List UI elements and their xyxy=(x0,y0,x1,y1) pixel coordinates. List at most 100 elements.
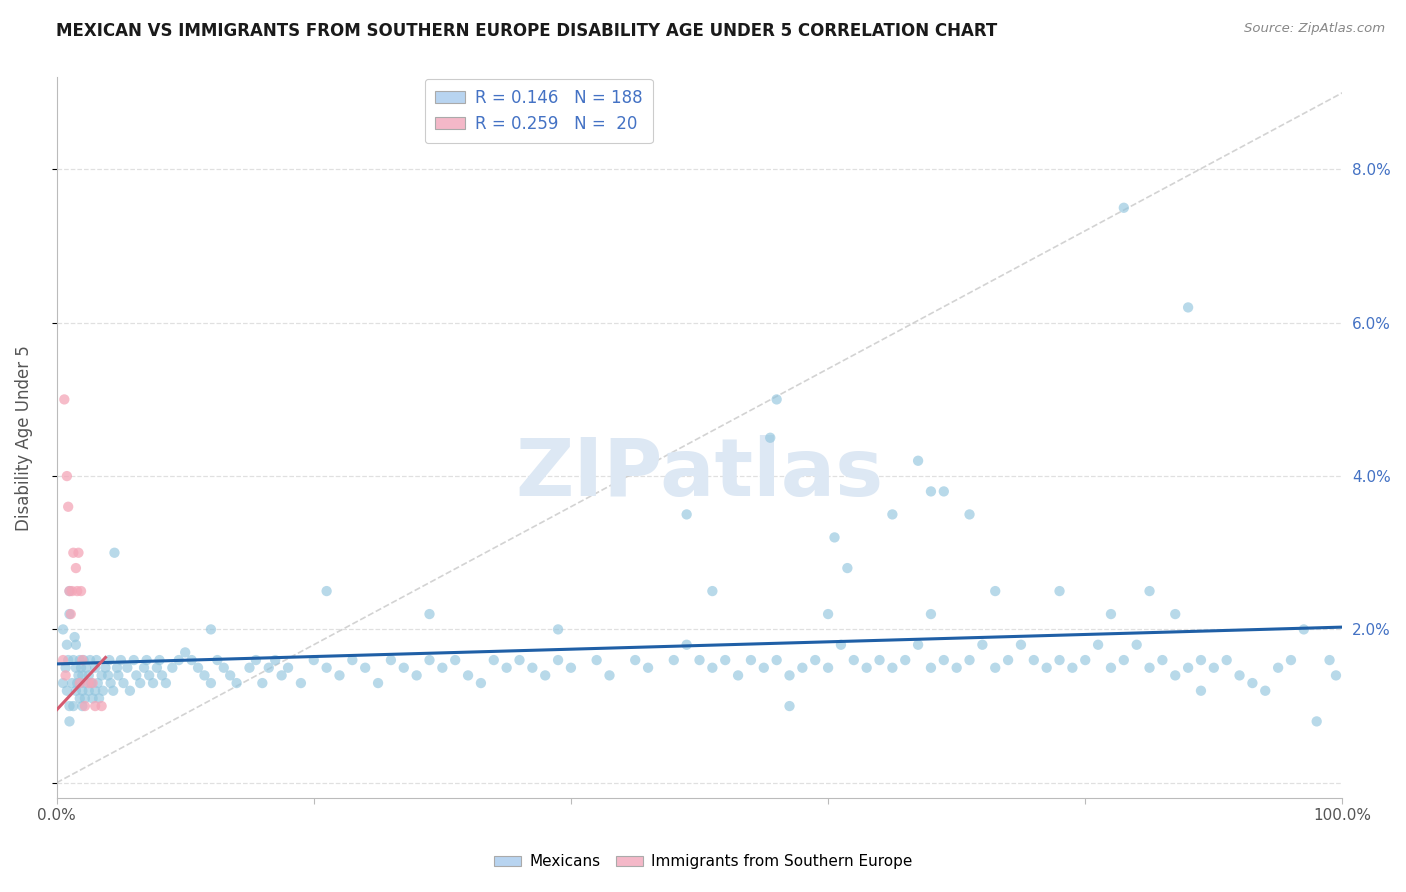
Point xyxy=(894,653,917,667)
Point xyxy=(920,484,942,499)
Point xyxy=(75,661,97,675)
Point xyxy=(148,653,170,667)
Point xyxy=(52,623,75,637)
Point xyxy=(837,561,859,575)
Point xyxy=(58,714,80,729)
Point xyxy=(1112,653,1135,667)
Point xyxy=(675,638,697,652)
Point xyxy=(72,653,94,667)
Point xyxy=(1319,653,1341,667)
Point xyxy=(1177,301,1199,315)
Point xyxy=(56,638,79,652)
Point xyxy=(1112,201,1135,215)
Point xyxy=(702,584,724,599)
Point xyxy=(418,607,440,621)
Point xyxy=(72,653,94,667)
Point xyxy=(62,653,84,667)
Point xyxy=(1152,653,1174,667)
Point xyxy=(56,683,79,698)
Point xyxy=(882,508,904,522)
Point xyxy=(727,668,749,682)
Point xyxy=(117,661,139,675)
Point xyxy=(418,653,440,667)
Point xyxy=(932,653,955,667)
Point xyxy=(84,699,107,714)
Point xyxy=(405,668,427,682)
Point xyxy=(180,653,202,667)
Point xyxy=(77,676,100,690)
Point xyxy=(257,661,280,675)
Point xyxy=(52,653,75,667)
Point xyxy=(80,676,103,690)
Point xyxy=(72,683,94,698)
Point xyxy=(270,668,292,682)
Point xyxy=(1099,661,1122,675)
Text: MEXICAN VS IMMIGRANTS FROM SOUTHERN EUROPE DISABILITY AGE UNDER 5 CORRELATION CH: MEXICAN VS IMMIGRANTS FROM SOUTHERN EURO… xyxy=(56,22,997,40)
Point xyxy=(932,484,955,499)
Point xyxy=(100,676,122,690)
Point xyxy=(1229,668,1251,682)
Point xyxy=(740,653,762,667)
Point xyxy=(547,653,569,667)
Point xyxy=(1202,661,1225,675)
Point xyxy=(66,676,89,690)
Point xyxy=(1279,653,1302,667)
Point xyxy=(53,392,76,407)
Point xyxy=(432,661,454,675)
Point xyxy=(79,653,101,667)
Point xyxy=(842,653,865,667)
Point xyxy=(984,661,1007,675)
Point xyxy=(69,676,91,690)
Text: ZIPatlas: ZIPatlas xyxy=(516,434,883,513)
Point xyxy=(110,653,132,667)
Point xyxy=(73,699,96,714)
Point xyxy=(65,638,87,652)
Point xyxy=(162,661,184,675)
Point xyxy=(1062,661,1084,675)
Point xyxy=(997,653,1019,667)
Point xyxy=(328,668,350,682)
Legend: R = 0.146   N = 188, R = 0.259   N =  20: R = 0.146 N = 188, R = 0.259 N = 20 xyxy=(425,78,652,143)
Point xyxy=(869,653,891,667)
Point xyxy=(56,469,79,483)
Point xyxy=(315,584,337,599)
Point xyxy=(193,668,215,682)
Point xyxy=(1099,607,1122,621)
Point xyxy=(142,676,165,690)
Point xyxy=(200,623,222,637)
Point xyxy=(118,683,141,698)
Point xyxy=(945,661,967,675)
Point xyxy=(585,653,607,667)
Point xyxy=(174,645,197,659)
Point xyxy=(508,653,530,667)
Point xyxy=(245,653,267,667)
Point xyxy=(984,584,1007,599)
Point xyxy=(342,653,364,667)
Point xyxy=(792,661,814,675)
Point xyxy=(689,653,711,667)
Point xyxy=(66,584,89,599)
Point xyxy=(82,676,104,690)
Point xyxy=(87,676,110,690)
Point xyxy=(1035,661,1057,675)
Point xyxy=(73,691,96,706)
Point xyxy=(59,607,82,621)
Point xyxy=(70,584,93,599)
Point xyxy=(1177,661,1199,675)
Point xyxy=(65,683,87,698)
Point xyxy=(135,653,157,667)
Point xyxy=(70,661,93,675)
Point xyxy=(1139,584,1161,599)
Point xyxy=(87,691,110,706)
Point xyxy=(94,661,117,675)
Point xyxy=(1254,683,1277,698)
Point xyxy=(200,676,222,690)
Point xyxy=(522,661,544,675)
Point xyxy=(58,699,80,714)
Point xyxy=(129,676,152,690)
Point xyxy=(98,653,121,667)
Point xyxy=(56,500,79,514)
Point xyxy=(97,668,120,682)
Point xyxy=(72,699,94,714)
Point xyxy=(69,676,91,690)
